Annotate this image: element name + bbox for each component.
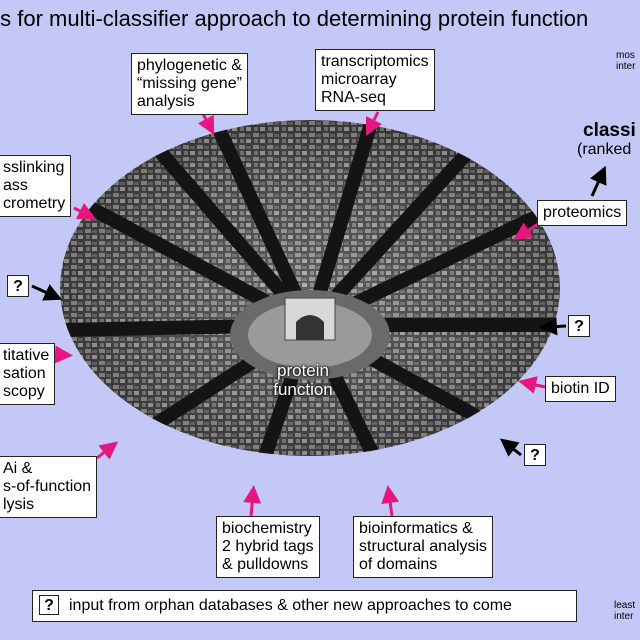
question-box-right: ? [568, 315, 590, 337]
arrow-rnai [96, 441, 119, 460]
question-box-left: ? [7, 275, 29, 297]
box-biotin: biotin ID [545, 376, 616, 402]
arrow-question-left [31, 284, 63, 301]
least-interesting-label: least inter [614, 600, 636, 622]
arrow-question-right [539, 317, 567, 336]
box-localisation: titative sation scopy [0, 343, 56, 405]
question-box-lower-right: ? [524, 444, 546, 466]
arrow-question-lower-right [499, 438, 522, 457]
box-biochemistry: biochemistry 2 hybrid tags & pulldowns [216, 516, 320, 578]
classifier-title: classi [583, 120, 636, 141]
box-proteomics: proteomics [537, 200, 628, 226]
most-interesting-label: mos inter [616, 50, 636, 72]
protein-function-label: protein function [273, 361, 333, 399]
legend-box: ? input from orphan databases & other ne… [32, 590, 577, 622]
arrow-crosslinking [73, 202, 97, 220]
box-crosslinking: sslinking ass crometry [0, 155, 72, 217]
classifier-subtitle: (ranked [577, 141, 632, 158]
arrow-bioinformatics [381, 485, 400, 517]
arrow-transcriptomics [365, 111, 383, 137]
arrow-classifier [590, 165, 607, 197]
box-transcriptomics: transcriptomics microarray RNA-seq [315, 49, 435, 111]
box-phylogenetic: phylogenetic & “missing gene” analysis [131, 53, 248, 115]
box-bioinformatics: bioinformatics & structural analysis of … [353, 516, 494, 578]
arrow-biochemistry [243, 485, 262, 517]
arrow-proteomics [513, 222, 539, 240]
page-title: ts for multi-classifier approach to dete… [0, 6, 589, 31]
aerial-city-photo [60, 120, 560, 456]
legend-question-icon: ? [39, 595, 59, 615]
arrow-biotin [518, 376, 546, 394]
box-rnai: Ai & s-of-function lysis [0, 456, 98, 518]
legend-text: input from orphan databases & other new … [69, 597, 512, 614]
